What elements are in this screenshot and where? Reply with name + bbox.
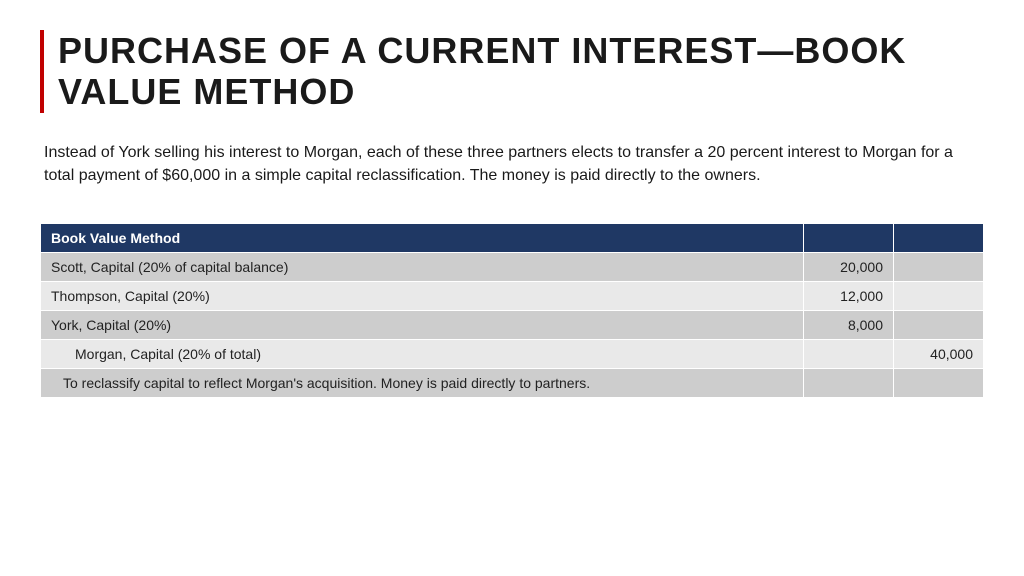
table-header-col1 [804, 224, 894, 253]
book-value-table: Book Value Method Scott, Capital (20% of… [40, 223, 984, 398]
row-col1: 8,000 [804, 311, 894, 340]
row-col2 [894, 369, 984, 398]
row-label: York, Capital (20%) [41, 311, 804, 340]
row-col2 [894, 253, 984, 282]
page-title: PURCHASE OF A CURRENT INTEREST—BOOK VALU… [58, 30, 984, 113]
row-label: To reclassify capital to reflect Morgan'… [41, 369, 804, 398]
row-label: Scott, Capital (20% of capital balance) [41, 253, 804, 282]
row-col1 [804, 340, 894, 369]
table-row: To reclassify capital to reflect Morgan'… [41, 369, 984, 398]
table-row: Scott, Capital (20% of capital balance) … [41, 253, 984, 282]
row-col2 [894, 282, 984, 311]
table-row: Thompson, Capital (20%) 12,000 [41, 282, 984, 311]
row-label: Morgan, Capital (20% of total) [41, 340, 804, 369]
row-col1: 12,000 [804, 282, 894, 311]
table-header-col2 [894, 224, 984, 253]
row-col2: 40,000 [894, 340, 984, 369]
row-col2 [894, 311, 984, 340]
row-label: Thompson, Capital (20%) [41, 282, 804, 311]
table-row: York, Capital (20%) 8,000 [41, 311, 984, 340]
body-paragraph: Instead of York selling his interest to … [40, 141, 984, 187]
accent-bar [40, 30, 44, 113]
table-row: Morgan, Capital (20% of total) 40,000 [41, 340, 984, 369]
table-header-label: Book Value Method [41, 224, 804, 253]
row-col1: 20,000 [804, 253, 894, 282]
row-col1 [804, 369, 894, 398]
title-block: PURCHASE OF A CURRENT INTEREST—BOOK VALU… [40, 30, 984, 113]
